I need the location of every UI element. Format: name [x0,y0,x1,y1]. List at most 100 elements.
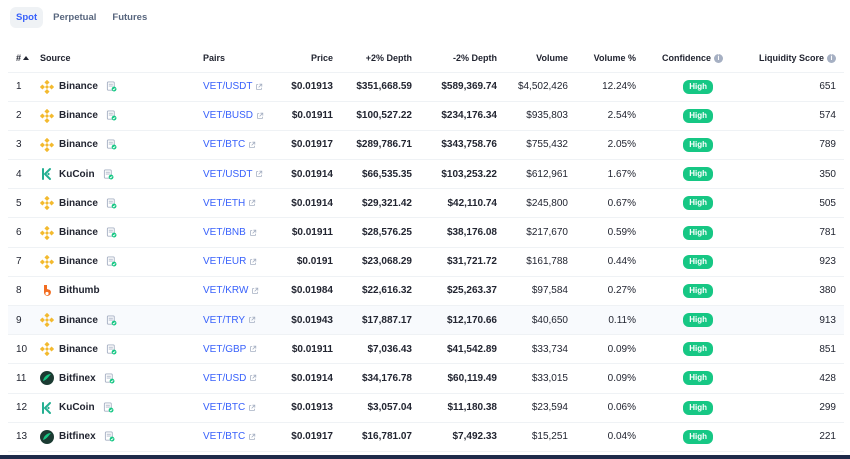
verified-icon [106,110,117,121]
confidence-header[interactable]: Confidence i [636,44,723,73]
markets-table: # Source Pairs Price +2% Depth -2% Depth… [8,44,844,452]
pair-link[interactable]: VET/ETH [203,197,246,209]
exchange-name[interactable]: Binance [59,227,98,239]
table-row[interactable]: 11 Bitfinex VET/USD $0.01914 $34,176.78 $60,1… [8,363,844,394]
pair-cell[interactable]: VET/ETH [203,188,275,219]
pair-link[interactable]: VET/GBP [203,343,247,355]
rank-cell: 3 [8,130,40,161]
pair-link[interactable]: VET/USD [203,372,247,384]
bithumb-logo-icon [44,284,51,296]
pair-cell[interactable]: VET/TRY [203,305,275,336]
plus-depth-header[interactable]: +2% Depth [333,44,412,73]
volume-pct-cell: 0.11% [568,305,636,336]
source-cell[interactable]: Binance [40,130,203,161]
table-row[interactable]: 4 KuCoin VET/USDT $0.01914 $66,535.35 $103,25… [8,159,844,190]
pair-cell[interactable]: VET/USD [203,363,275,394]
page-bottom-bar [0,455,850,459]
source-header[interactable]: Source [40,44,203,73]
source-cell[interactable]: KuCoin [40,393,203,423]
table-row[interactable]: 10 Binance VET/GBP $0.01911 $7,036.43 $41,542… [8,334,844,365]
source-cell[interactable]: Binance [40,101,203,131]
table-row[interactable]: 1 Binance VET/USDT $0.01913 $351,668.59 $589,… [8,72,844,102]
volume-pct-cell: 12.24% [568,72,636,102]
pair-link[interactable]: VET/BTC [203,402,246,414]
pair-cell[interactable]: VET/BTC [203,130,275,161]
minus-depth-cell: $11,180.38 [412,393,497,423]
tab-spot[interactable]: Spot [10,7,44,28]
pairs-header[interactable]: Pairs [203,44,275,73]
volume-cell: $161,788 [497,247,568,277]
source-cell[interactable]: Bithumb [40,276,203,307]
tab-futures[interactable]: Futures [112,12,148,23]
price-header[interactable]: Price [275,44,333,73]
pair-cell[interactable]: VET/GBP [203,334,275,365]
source-cell[interactable]: Binance [40,334,203,365]
table-row[interactable]: 5 Binance VET/ETH $0.01914 $29,321.42 $42,110… [8,188,844,219]
exchange-name[interactable]: Binance [59,197,98,209]
table-row[interactable]: 3 Binance VET/BTC $0.01917 $289,786.71 $343,7… [8,130,844,161]
exchange-name[interactable]: KuCoin [59,402,95,414]
table-row[interactable]: 8 Bithumb VET/KRW $0.01984 $22,616.32 $25,263… [8,276,844,307]
pair-link[interactable]: VET/TRY [203,314,246,326]
confidence-cell: High [636,217,723,248]
liquidity-header[interactable]: Liquidity Score i [723,44,844,73]
pair-link[interactable]: VET/USDT [203,81,253,93]
pair-link[interactable]: VET/BUSD [203,110,254,122]
source-cell[interactable]: Bitfinex [40,363,203,394]
external-link-icon [249,141,256,148]
exchange-name[interactable]: Binance [59,256,98,268]
table-row[interactable]: 2 Binance VET/BUSD $0.01911 $100,527.22 $234,… [8,101,844,131]
exchange-name[interactable]: KuCoin [59,168,95,180]
pair-link[interactable]: VET/EUR [203,256,247,268]
source-cell[interactable]: Bitfinex [40,422,203,452]
table-row[interactable]: 9 Binance VET/TRY $0.01943 $17,887.17 $12,170… [8,305,844,336]
exchange-name[interactable]: Binance [59,343,98,355]
price-cell: $0.01913 [275,393,333,423]
source-cell[interactable]: KuCoin [40,159,203,190]
external-link-icon [249,404,256,411]
table-row[interactable]: 12 KuCoin VET/BTC $0.01913 $3,057.04 $11,180.… [8,393,844,423]
minus-depth-header[interactable]: -2% Depth [412,44,497,73]
table-row[interactable]: 7 Binance VET/EUR $0.0191 $23,068.29 $31,721.… [8,247,844,277]
pair-link[interactable]: VET/BTC [203,139,246,151]
verified-icon [106,344,117,355]
pair-cell[interactable]: VET/BTC [203,422,275,452]
table-row[interactable]: 13 Bitfinex VET/BTC $0.01917 $16,781.07 $7,49… [8,422,844,452]
binance-logo-icon [40,225,54,240]
rank-header[interactable]: # [8,44,40,73]
info-icon[interactable]: i [827,53,836,63]
pair-link[interactable]: VET/BNB [203,227,246,239]
pair-cell[interactable]: VET/BUSD [203,101,275,131]
plus-depth-cell: $3,057.04 [333,393,412,423]
source-cell[interactable]: Binance [40,217,203,248]
volume-header[interactable]: Volume [497,44,568,73]
exchange-name[interactable]: Binance [59,81,98,93]
info-icon[interactable]: i [714,53,723,63]
source-cell[interactable]: Binance [40,72,203,102]
exchange-name[interactable]: Bithumb [59,285,100,297]
pair-link[interactable]: VET/BTC [203,431,246,443]
exchange-name[interactable]: Binance [59,314,98,326]
table-row[interactable]: 6 Binance VET/BNB $0.01911 $28,576.25 $38,176… [8,217,844,248]
pair-cell[interactable]: VET/BTC [203,393,275,423]
source-cell[interactable]: Binance [40,188,203,219]
volume-pct-cell: 0.04% [568,422,636,452]
exchange-name[interactable]: Bitfinex [59,372,96,384]
exchange-name[interactable]: Binance [59,139,98,151]
pair-cell[interactable]: VET/USDT [203,159,275,190]
source-cell[interactable]: Binance [40,247,203,277]
pair-link[interactable]: VET/KRW [203,285,249,297]
price-cell: $0.01911 [275,217,333,248]
tab-perpetual[interactable]: Perpetual [53,12,97,23]
pair-cell[interactable]: VET/BNB [203,217,275,248]
pair-cell[interactable]: VET/KRW [203,276,275,307]
source-cell[interactable]: Binance [40,305,203,336]
exchange-name[interactable]: Binance [59,110,98,122]
exchange-name[interactable]: Bitfinex [59,431,96,443]
liquidity-cell: 221 [723,422,844,452]
pair-cell[interactable]: VET/EUR [203,247,275,277]
price-cell: $0.01943 [275,305,333,336]
pair-cell[interactable]: VET/USDT [203,72,275,102]
pair-link[interactable]: VET/USDT [203,168,253,180]
volume-pct-header[interactable]: Volume % [568,44,636,73]
